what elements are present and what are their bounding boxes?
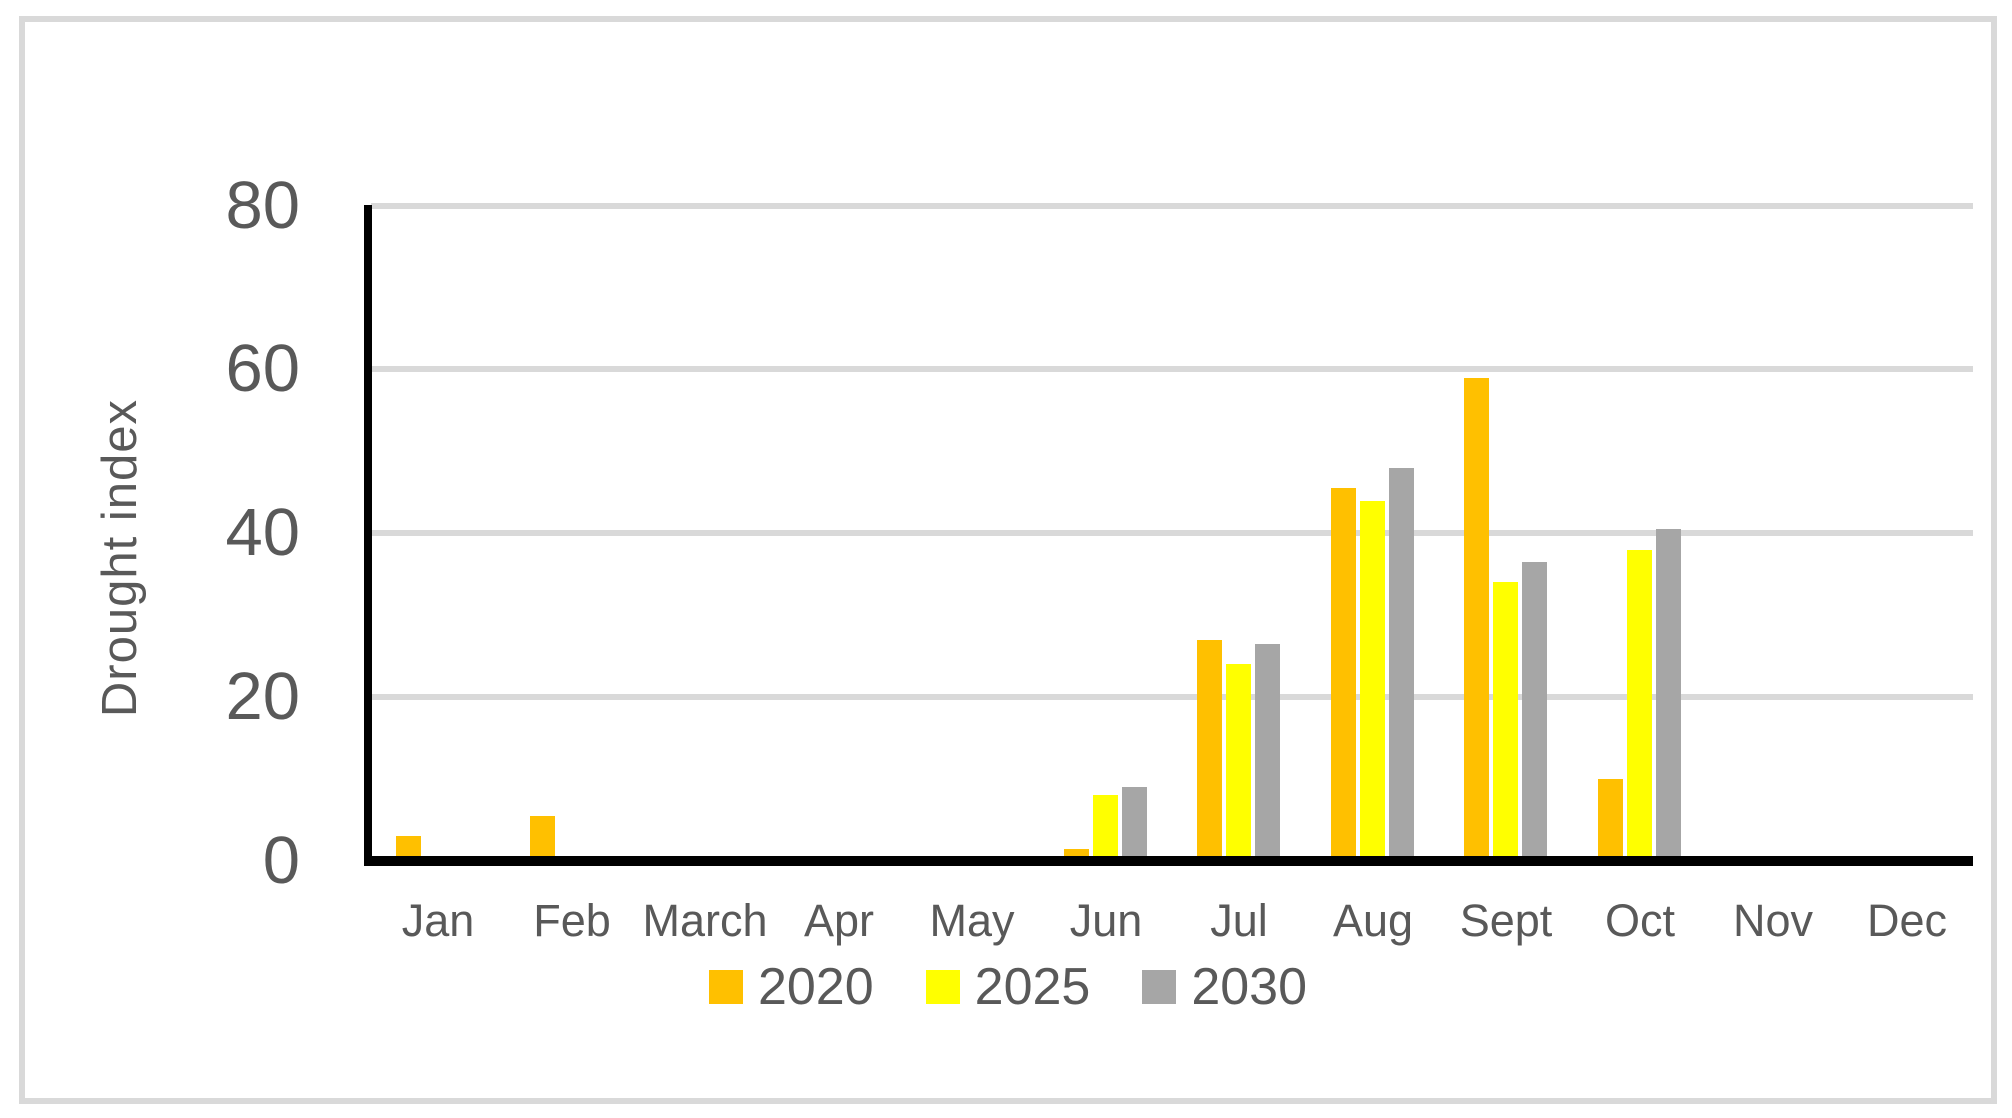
y-tick-label-0: 0 bbox=[262, 823, 300, 898]
x-axis-line bbox=[364, 856, 1973, 866]
gridline-60 bbox=[371, 366, 1973, 372]
bar-2020-aug bbox=[1331, 488, 1356, 856]
bar-2025-jun bbox=[1093, 795, 1118, 856]
legend: 2020 2025 2030 bbox=[19, 961, 1997, 1013]
legend-label-2030: 2030 bbox=[1191, 958, 1308, 1016]
y-tick-label-80: 80 bbox=[225, 168, 300, 243]
legend-swatch-2020 bbox=[708, 970, 743, 1004]
legend-swatch-2030 bbox=[1142, 970, 1177, 1004]
x-tick-label-sept: Sept bbox=[1459, 895, 1553, 946]
legend-item-2030: 2030 bbox=[1142, 961, 1307, 1013]
gridline-80 bbox=[371, 203, 1973, 209]
x-tick-label-aug: Aug bbox=[1332, 895, 1414, 946]
x-tick-label-nov: Nov bbox=[1732, 895, 1814, 946]
y-tick-label-20: 20 bbox=[225, 659, 300, 734]
bar-2020-jun bbox=[1064, 849, 1089, 856]
bar-2030-aug bbox=[1389, 468, 1414, 856]
y-tick-label-60: 60 bbox=[225, 331, 300, 406]
gridline-20 bbox=[371, 694, 1973, 700]
legend-swatch-2025 bbox=[925, 970, 960, 1004]
x-tick-label-dec: Dec bbox=[1866, 895, 1948, 946]
legend-label-2020: 2020 bbox=[757, 958, 874, 1016]
bar-2020-sept bbox=[1464, 378, 1489, 856]
bar-2025-jul bbox=[1226, 664, 1251, 856]
bar-2030-oct bbox=[1656, 529, 1681, 856]
legend-label-2025: 2025 bbox=[974, 958, 1091, 1016]
bar-2020-feb bbox=[530, 816, 555, 856]
y-tick-label-40: 40 bbox=[225, 495, 300, 570]
x-tick-label-jun: Jun bbox=[1069, 895, 1143, 946]
bar-2030-sept bbox=[1522, 562, 1547, 856]
y-axis-line bbox=[364, 205, 372, 866]
x-tick-label-march: March bbox=[642, 895, 768, 946]
legend-item-2025: 2025 bbox=[925, 958, 1091, 1016]
x-tick-label-oct: Oct bbox=[1604, 895, 1675, 946]
x-tick-label-feb: Feb bbox=[533, 895, 611, 946]
bar-2025-sept bbox=[1493, 582, 1518, 856]
bar-2025-aug bbox=[1360, 501, 1385, 856]
x-tick-label-may: May bbox=[929, 895, 1015, 946]
bar-2025-oct bbox=[1627, 550, 1652, 856]
bar-2020-jan bbox=[396, 836, 421, 856]
x-tick-label-jan: Jan bbox=[401, 895, 475, 946]
x-tick-label-jul: Jul bbox=[1210, 895, 1268, 946]
x-tick-label-apr: Apr bbox=[803, 895, 875, 946]
bar-2020-oct bbox=[1598, 779, 1623, 856]
bar-2030-jun bbox=[1122, 787, 1147, 856]
y-axis-title: Drought index bbox=[80, 230, 160, 886]
gridline-40 bbox=[371, 530, 1973, 536]
y-axis-title-text: Drought index bbox=[93, 398, 147, 718]
legend-item-2020: 2020 bbox=[708, 958, 874, 1016]
bar-2030-jul bbox=[1255, 644, 1280, 856]
bar-2020-jul bbox=[1197, 640, 1222, 856]
